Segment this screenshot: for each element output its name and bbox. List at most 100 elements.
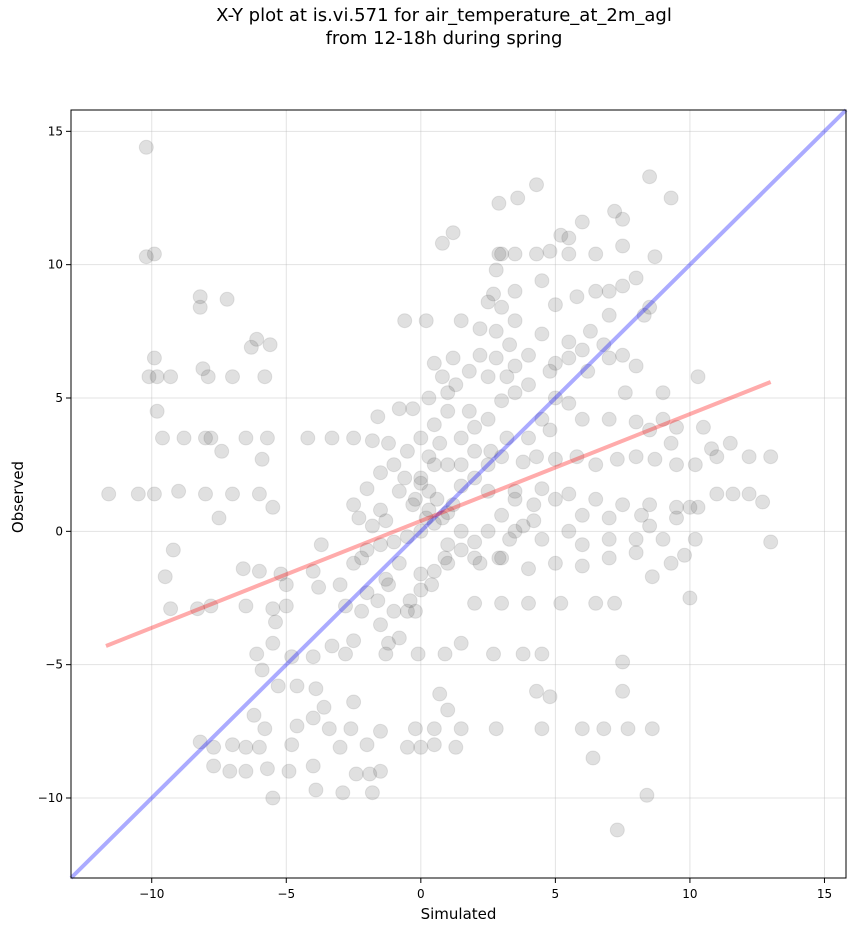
data-point xyxy=(488,262,504,278)
data-point xyxy=(257,369,273,385)
data-point xyxy=(370,593,386,609)
data-point xyxy=(149,369,165,385)
data-point xyxy=(235,561,251,577)
data-point xyxy=(561,395,577,411)
data-point xyxy=(265,601,281,617)
data-point xyxy=(642,169,658,185)
data-point xyxy=(507,491,523,507)
y-tick-label: 10 xyxy=(48,258,63,272)
data-point xyxy=(561,486,577,502)
data-point xyxy=(332,739,348,755)
data-point xyxy=(687,531,703,547)
data-point xyxy=(214,443,230,459)
data-point xyxy=(305,758,321,774)
data-point xyxy=(163,369,179,385)
data-point xyxy=(663,435,679,451)
data-point xyxy=(480,523,496,539)
x-axis-label: Simulated xyxy=(420,905,497,923)
data-point xyxy=(480,411,496,427)
data-point xyxy=(426,355,442,371)
data-point xyxy=(601,531,617,547)
data-point xyxy=(515,518,531,534)
data-point xyxy=(391,483,407,499)
data-point xyxy=(324,430,340,446)
data-point xyxy=(381,435,396,451)
data-point xyxy=(725,486,741,502)
data-point xyxy=(219,291,235,307)
data-point xyxy=(426,457,442,473)
identity-line xyxy=(69,108,848,880)
data-point xyxy=(413,470,429,486)
data-point xyxy=(453,478,469,494)
data-point xyxy=(709,449,725,465)
x-tick-label: −5 xyxy=(277,887,295,901)
data-point xyxy=(225,737,240,753)
data-point xyxy=(467,595,483,611)
data-point xyxy=(615,654,631,670)
data-point xyxy=(491,550,507,566)
data-point xyxy=(413,739,429,755)
data-point xyxy=(628,414,644,430)
data-point xyxy=(669,419,684,435)
data-point xyxy=(607,595,623,611)
data-point xyxy=(440,702,456,718)
data-point xyxy=(313,537,329,553)
chart-title: X-Y plot at is.vi.571 for air_temperatur… xyxy=(0,4,854,50)
data-point xyxy=(601,307,617,323)
data-point xyxy=(426,737,442,753)
data-point xyxy=(542,422,558,438)
x-tick-label: 0 xyxy=(417,887,425,901)
data-point xyxy=(472,347,488,363)
data-point xyxy=(628,545,644,561)
y-axis-ticks: −10 −5 0 5 10 15 xyxy=(38,124,71,805)
data-point xyxy=(359,481,375,497)
data-point xyxy=(628,531,644,547)
chart-title-line-1: X-Y plot at is.vi.571 for air_temperatur… xyxy=(216,5,672,26)
data-point xyxy=(507,523,523,539)
data-point xyxy=(437,646,453,662)
data-point xyxy=(636,307,652,323)
data-point xyxy=(628,270,644,286)
data-point xyxy=(397,313,413,329)
data-point xyxy=(741,449,757,465)
data-point xyxy=(225,486,240,502)
data-point xyxy=(373,763,388,779)
data-point xyxy=(472,321,488,337)
data-point xyxy=(432,435,448,451)
data-point xyxy=(249,331,265,347)
data-point xyxy=(378,646,394,662)
data-point xyxy=(494,507,510,523)
data-point xyxy=(101,486,117,502)
data-point xyxy=(251,486,267,502)
data-point xyxy=(440,457,456,473)
data-point xyxy=(494,550,510,566)
data-point xyxy=(453,313,469,329)
data-point xyxy=(265,499,281,515)
plot-frame xyxy=(70,109,847,879)
data-point xyxy=(434,510,450,526)
data-point xyxy=(324,638,340,654)
data-point xyxy=(146,486,162,502)
data-point xyxy=(146,246,162,262)
data-point xyxy=(601,550,617,566)
data-point xyxy=(547,491,563,507)
data-point xyxy=(381,635,396,651)
data-point xyxy=(407,721,423,737)
data-point xyxy=(655,411,671,427)
data-point xyxy=(609,822,625,838)
data-point xyxy=(321,721,337,737)
data-point xyxy=(346,497,362,513)
data-point xyxy=(146,350,162,366)
data-point xyxy=(507,483,523,499)
data-point xyxy=(281,763,297,779)
data-point xyxy=(669,499,684,515)
data-point xyxy=(308,782,324,798)
data-point xyxy=(521,595,536,611)
data-point xyxy=(348,766,364,782)
data-point xyxy=(529,177,544,193)
data-point xyxy=(588,595,604,611)
x-tick-label: −10 xyxy=(139,887,164,901)
data-point xyxy=(574,214,590,230)
data-point xyxy=(413,430,429,446)
